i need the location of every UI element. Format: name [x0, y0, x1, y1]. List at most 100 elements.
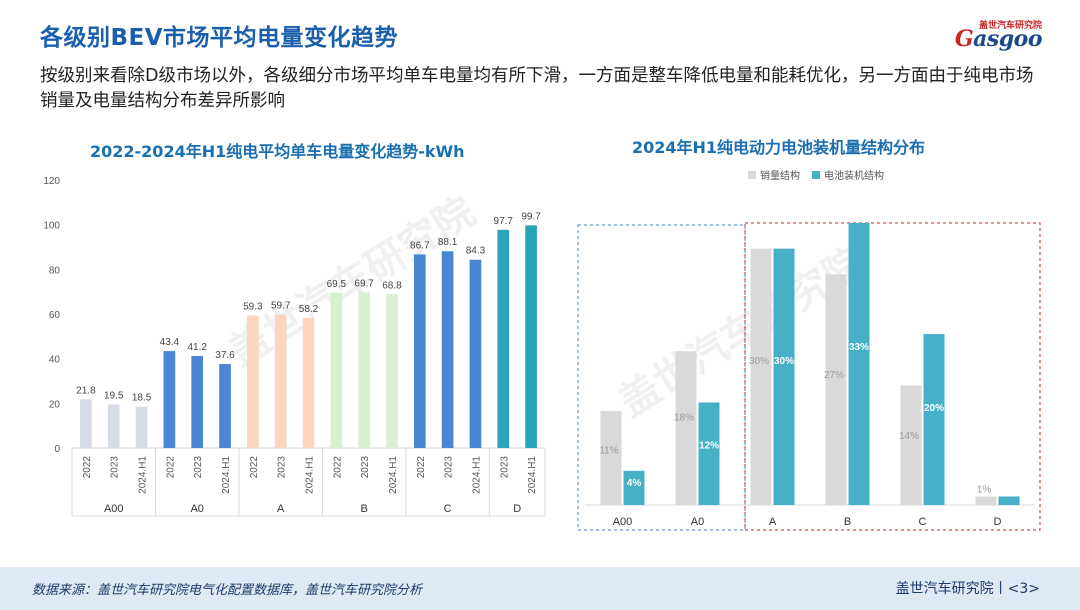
x-category-label: 2022 [82, 456, 93, 479]
y-tick-label: 0 [54, 444, 60, 455]
bar-D-2024.H1 [525, 225, 537, 448]
logo-en-text: Gasgoo [954, 26, 1043, 52]
x-category-label-A0: A0 [691, 516, 704, 528]
bar-value-label: 69.7 [354, 278, 374, 289]
x-category-label: 2022 [332, 456, 343, 479]
x-category-label: 2024.H1 [388, 456, 399, 494]
y-tick-label: 100 [43, 221, 60, 232]
chart1-bar-chart: 0 20 40 60 80 100 120 21.8 2022 19.5 2023 18.5 2024.… [43, 176, 546, 517]
x-category-label: 2023 [360, 456, 371, 479]
bar-B-2022 [330, 292, 343, 448]
bar-value-label: 19.5 [104, 390, 124, 401]
bar-A0-sales [675, 351, 697, 505]
bar-A0-2022 [163, 351, 176, 448]
bar-value-label: 30% [749, 356, 769, 367]
group-label-A: A [277, 503, 285, 515]
bar-A-2022 [247, 315, 259, 448]
x-category-label: 2022 [249, 456, 260, 479]
bar-value-label: 37.6 [215, 350, 235, 361]
x-category-label: 2023 [277, 456, 288, 479]
bar-value-label: 33% [849, 342, 869, 353]
x-category-label: 2023 [110, 456, 121, 479]
x-category-label: 2024.H1 [305, 456, 316, 494]
y-tick-label: 20 [49, 399, 61, 410]
bar-value-label: 99.7 [521, 211, 541, 222]
bar-A00-2024.H1 [135, 406, 148, 448]
x-category-label: 2022 [416, 456, 427, 479]
bar-value-label: 86.7 [410, 240, 430, 251]
bar-C-2023 [441, 251, 454, 448]
footer-brand: 盖世汽车研究院丨<3> [895, 581, 1040, 597]
x-category-label: 2024.H1 [471, 456, 482, 494]
x-category-label: 2022 [165, 456, 176, 479]
x-category-label-A: A [769, 516, 777, 528]
bar-value-label: 58.2 [299, 304, 319, 315]
bar-value-label: 21.8 [76, 385, 96, 396]
y-tick-label: 40 [49, 355, 61, 366]
x-category-label: 2024.H1 [527, 456, 538, 494]
bar-value-label: 43.4 [160, 337, 180, 348]
bar-B-2023 [358, 292, 370, 448]
bar-A-sales [750, 248, 772, 505]
x-category-label-B: B [844, 516, 851, 528]
bar-A-2023 [274, 314, 287, 448]
footer-source: 数据来源：盖世汽车研究院电气化配置数据库，盖世汽车研究院分析 [32, 583, 423, 598]
x-category-label: 2023 [193, 456, 204, 479]
logo-cn-text: 盖世汽车研究院 [978, 21, 1042, 31]
bar-value-label: 4% [627, 478, 642, 489]
bar-value-label: 11% [599, 445, 618, 456]
bar-value-label: 59.3 [243, 302, 263, 313]
group-label-C: C [444, 503, 452, 515]
bar-A-2024.H1 [302, 318, 315, 448]
bar-value-label: 18.5 [132, 393, 152, 404]
gasgoo-logo: 盖世汽车研究院 Gasgoo [922, 20, 1043, 54]
bar-A0-battery [698, 402, 720, 505]
highlight-box-large [744, 222, 1041, 531]
bar-value-label: 68.8 [382, 280, 402, 291]
bar-value-label: 88.1 [438, 237, 458, 248]
bar-D-2023 [497, 229, 510, 448]
x-category-label-A00: A00 [613, 516, 633, 528]
bar-A0-2023 [191, 355, 204, 448]
bar-value-label: 59.7 [271, 301, 291, 312]
x-category-label-C: C [919, 516, 927, 528]
bar-D-sales [975, 496, 997, 505]
y-tick-label: 80 [49, 265, 61, 276]
legend-swatch-1 [812, 171, 820, 179]
bar-A00-sales [600, 411, 622, 505]
bar-value-label: 12% [699, 441, 719, 452]
x-category-label: 2024.H1 [138, 456, 149, 494]
legend-label-1: 电池装机结构 [824, 169, 884, 182]
bar-value-label: 30% [774, 356, 794, 367]
bar-value-label: 1% [977, 484, 992, 495]
footer-bar: 数据来源：盖世汽车研究院电气化配置数据库，盖世汽车研究院分析 盖世汽车研究院丨<… [0, 567, 1080, 610]
y-tick-label: 120 [43, 176, 60, 187]
highlight-box-small [577, 224, 746, 531]
bar-value-label: 41.2 [187, 342, 207, 353]
bar-B-battery [848, 223, 870, 505]
group-label-A00: A00 [104, 503, 124, 515]
bar-value-label: 14% [899, 431, 919, 442]
x-category-label: 2024.H1 [221, 456, 232, 494]
bar-value-label: 18% [674, 412, 694, 423]
bar-value-label: 20% [924, 403, 944, 414]
bar-C-2024.H1 [469, 259, 482, 448]
y-tick-label: 60 [49, 310, 61, 321]
x-category-label: 2023 [499, 456, 510, 479]
page-subtitle: 按级别来看除D级市场以外，各级细分市场平均单车电量均有所下滑，一方面是整车降低电… [40, 66, 1034, 111]
legend-swatch-0 [748, 171, 756, 179]
bar-value-label: 97.7 [494, 216, 514, 227]
group-label-A0: A0 [190, 503, 203, 515]
group-label-B: B [360, 503, 367, 515]
bar-value-label: 84.3 [466, 246, 486, 257]
bar-D-battery [998, 496, 1020, 505]
bar-value-label: 69.5 [327, 279, 347, 290]
chart2-title: 2024年H1纯电动力电池装机量结构分布 [632, 138, 926, 157]
group-label-D: D [513, 503, 521, 515]
bar-B-2024.H1 [386, 294, 398, 448]
bar-C-battery [923, 334, 945, 505]
bar-A00-battery [623, 470, 645, 505]
chart2-bar-chart: 销量结构 电池装机结构 11% 4% A00 18% 12% A0 30% 30% A 27% 33% B… [577, 169, 1041, 531]
bar-B-sales [825, 274, 847, 505]
x-category-label: 2023 [444, 456, 455, 479]
